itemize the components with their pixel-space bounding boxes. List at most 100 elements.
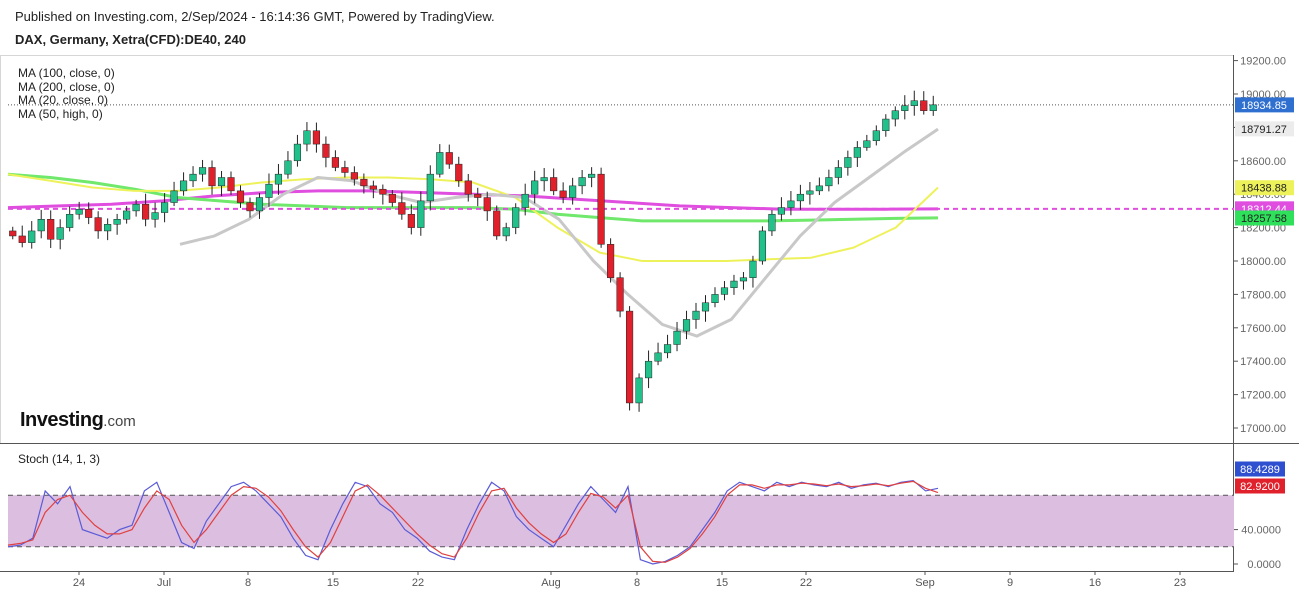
candle-down[interactable]	[227, 177, 235, 192]
candle-up[interactable]	[123, 210, 131, 220]
candle-down[interactable]	[920, 100, 928, 111]
candle-up[interactable]	[303, 130, 311, 145]
candle-down[interactable]	[398, 202, 406, 215]
candle-up[interactable]	[777, 207, 785, 215]
candle-down[interactable]	[208, 167, 216, 187]
candle-down[interactable]	[483, 197, 491, 212]
candle-up[interactable]	[682, 319, 691, 332]
candle-up[interactable]	[929, 104, 937, 111]
candle-up[interactable]	[132, 203, 140, 212]
candle-up[interactable]	[901, 105, 909, 111]
candle-up[interactable]	[521, 193, 529, 208]
candle-up[interactable]	[151, 212, 159, 220]
candle-up[interactable]	[569, 185, 577, 198]
candle-up[interactable]	[540, 177, 548, 182]
candle-down[interactable]	[626, 310, 634, 404]
candle-up[interactable]	[274, 173, 283, 185]
candle-down[interactable]	[142, 203, 150, 220]
candle-up[interactable]	[815, 185, 823, 192]
candle-down[interactable]	[94, 217, 102, 232]
candle-up[interactable]	[882, 118, 890, 131]
ma200-legend[interactable]: MA (200, close, 0)	[18, 80, 115, 94]
candle-down[interactable]	[379, 188, 387, 195]
candle-down[interactable]	[474, 193, 482, 198]
stoch-legend[interactable]: Stoch (14, 1, 3)	[18, 452, 101, 466]
candle-down[interactable]	[616, 277, 624, 312]
candle-down[interactable]	[47, 219, 55, 240]
candle-up[interactable]	[28, 230, 36, 243]
candle-down[interactable]	[550, 177, 558, 192]
candle-down[interactable]	[493, 210, 501, 237]
candle-up[interactable]	[578, 177, 586, 187]
candle-down[interactable]	[360, 178, 368, 187]
candle-down[interactable]	[445, 152, 453, 165]
candle-up[interactable]	[787, 200, 795, 208]
ma50-legend[interactable]: MA (50, high, 0)	[18, 107, 103, 121]
candle-up[interactable]	[255, 197, 264, 212]
candle-up[interactable]	[768, 213, 776, 232]
candle-up[interactable]	[170, 190, 178, 203]
candle-up[interactable]	[293, 143, 302, 162]
candle-down[interactable]	[236, 190, 245, 203]
candle-up[interactable]	[692, 310, 700, 320]
ma20-legend[interactable]: MA (20, close, 0)	[18, 93, 109, 107]
candle-up[interactable]	[806, 190, 814, 195]
ma100-legend[interactable]: MA (100, close, 0)	[18, 66, 115, 80]
candle-up[interactable]	[179, 180, 188, 192]
candle-up[interactable]	[872, 130, 880, 142]
candle-down[interactable]	[455, 163, 463, 182]
candle-down[interactable]	[369, 185, 377, 190]
candle-up[interactable]	[730, 280, 738, 288]
candles[interactable]	[9, 90, 937, 412]
candle-up[interactable]	[198, 167, 207, 175]
candle-up[interactable]	[37, 219, 45, 232]
candle-up[interactable]	[796, 193, 804, 202]
candle-up[interactable]	[66, 213, 74, 228]
candle-up[interactable]	[654, 352, 662, 362]
candle-up[interactable]	[739, 277, 748, 282]
candle-up[interactable]	[512, 207, 520, 228]
candle-down[interactable]	[18, 235, 26, 243]
candle-down[interactable]	[331, 157, 339, 168]
candle-up[interactable]	[588, 173, 596, 178]
candle-down[interactable]	[85, 208, 93, 218]
candle-up[interactable]	[720, 287, 729, 295]
candle-up[interactable]	[825, 177, 833, 187]
candle-up[interactable]	[502, 227, 510, 237]
candle-up[interactable]	[853, 147, 861, 158]
candle-up[interactable]	[635, 377, 643, 404]
candle-up[interactable]	[161, 202, 169, 213]
candle-down[interactable]	[464, 180, 472, 195]
candle-up[interactable]	[891, 110, 899, 120]
candle-up[interactable]	[104, 224, 112, 232]
candle-up[interactable]	[863, 140, 871, 148]
candle-down[interactable]	[322, 143, 330, 158]
candle-up[interactable]	[189, 173, 197, 182]
candle-down[interactable]	[341, 167, 349, 173]
candle-up[interactable]	[758, 230, 767, 262]
candle-up[interactable]	[844, 157, 852, 168]
candle-up[interactable]	[663, 344, 672, 354]
candle-up[interactable]	[265, 183, 273, 198]
candle-down[interactable]	[350, 172, 358, 180]
candle-up[interactable]	[749, 260, 757, 278]
candle-up[interactable]	[644, 360, 653, 379]
candle-down[interactable]	[597, 173, 605, 245]
candle-up[interactable]	[56, 227, 64, 240]
candle-down[interactable]	[388, 193, 396, 203]
candle-up[interactable]	[673, 330, 681, 345]
candle-up[interactable]	[417, 200, 425, 228]
candle-up[interactable]	[531, 180, 539, 195]
candle-down[interactable]	[246, 202, 254, 212]
candle-up[interactable]	[217, 177, 226, 187]
candle-up[interactable]	[834, 167, 842, 178]
candle-up[interactable]	[113, 219, 121, 225]
candle-down[interactable]	[607, 244, 615, 278]
candle-down[interactable]	[9, 230, 17, 237]
candle-up[interactable]	[711, 294, 719, 303]
candle-down[interactable]	[312, 130, 320, 145]
candle-up[interactable]	[436, 152, 444, 175]
candle-up[interactable]	[701, 302, 710, 312]
candle-up[interactable]	[284, 160, 292, 175]
